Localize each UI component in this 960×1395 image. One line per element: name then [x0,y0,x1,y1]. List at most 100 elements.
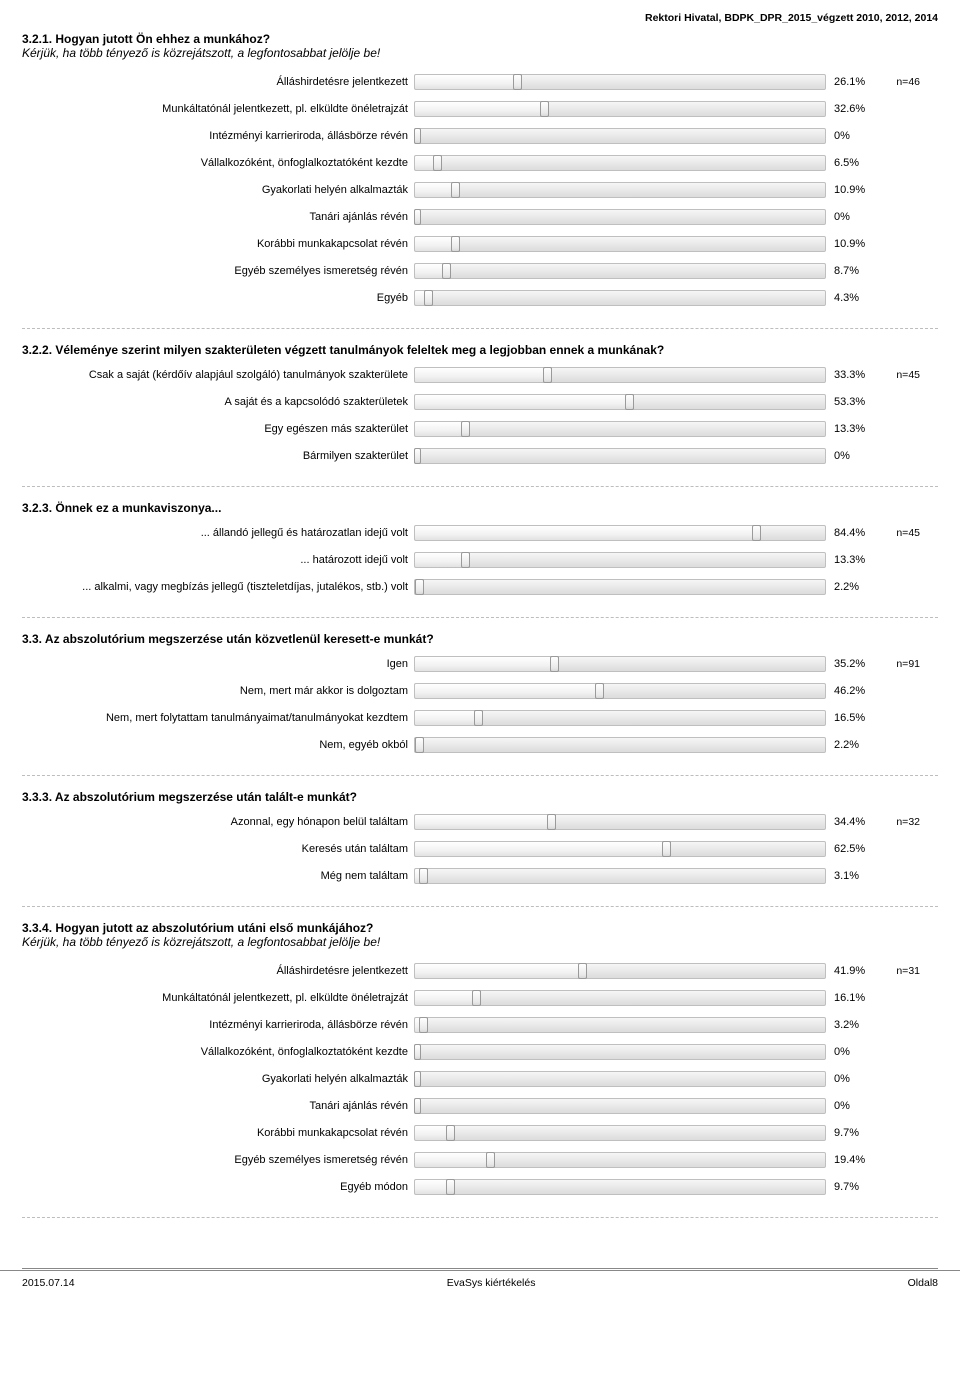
bar-track [414,552,826,568]
row-n: n=45 [870,369,920,381]
question-title: 3.2.3. Önnek ez a munkaviszonya... [22,501,938,515]
bar-fill [415,842,671,856]
bar-row: Egyéb személyes ismeretség révén 8.7% [22,259,938,283]
bar-fill [415,711,483,725]
bar-track [414,263,826,279]
row-label: Korábbi munkakapcsolat révén [22,238,414,250]
question-title: 3.2.2. Véleménye szerint milyen szakterü… [22,343,938,357]
bar-row: Munkáltatónál jelentkezett, pl. elküldte… [22,97,938,121]
bar-track [414,990,826,1006]
row-label: ... határozott idejű volt [22,554,414,566]
bar-track [414,683,826,699]
bar-track [414,182,826,198]
bar-fill [415,553,470,567]
row-n: n=32 [870,816,920,828]
bar-fill [415,526,761,540]
bar-row: A saját és a kapcsolódó szakterületek53.… [22,390,938,414]
question-block: 3.2.3. Önnek ez a munkaviszonya...... ál… [22,501,938,599]
bar-fill [415,684,604,698]
row-percent: 19.4% [826,1154,870,1166]
bar-fill [415,869,428,883]
bar-fill [415,75,522,89]
row-percent: 62.5% [826,843,870,855]
bar-row: Intézményi karrieriroda, állásbörze révé… [22,1013,938,1037]
bar-track [414,421,826,437]
row-percent: 0% [826,1046,870,1058]
row-percent: 3.2% [826,1019,870,1031]
bar-row: Vállalkozóként, önfoglalkoztatóként kezd… [22,1040,938,1064]
bar-row: Bármilyen szakterület0% [22,444,938,468]
row-percent: 2.2% [826,581,870,593]
bar-track [414,394,826,410]
bar-row: Még nem találtam 3.1% [22,864,938,888]
bar-handle-zero [414,209,421,225]
bar-row: ... határozott idejű volt13.3% [22,548,938,572]
row-n: n=91 [870,658,920,670]
page: Rektori Hivatal, BDPK_DPR_2015_végzett 2… [0,0,960,1260]
bar-row: Gyakorlati helyén alkalmazták10.9% [22,178,938,202]
bar-fill [415,102,549,116]
question-block: 3.2.1. Hogyan jutott Ön ehhez a munkához… [22,32,938,310]
bar-handle-zero [414,128,421,144]
row-label: A saját és a kapcsolódó szakterületek [22,396,414,408]
row-percent: 0% [826,1100,870,1112]
bar-track [414,579,826,595]
row-percent: 13.3% [826,423,870,435]
bar-track [414,155,826,171]
row-label: Intézményi karrieriroda, állásbörze révé… [22,130,414,142]
bar-row: Korábbi munkakapcsolat révén9.7% [22,1121,938,1145]
question-block: 3.3.4. Hogyan jutott az abszolutórium ut… [22,921,938,1199]
bar-track [414,1071,826,1087]
bar-row: Intézményi karrieriroda, állásbörze révé… [22,124,938,148]
page-footer: 2015.07.14 EvaSys kiértékelés Oldal8 [0,1270,960,1297]
row-label: Gyakorlati helyén alkalmazták [22,1073,414,1085]
footer-center: EvaSys kiértékelés [447,1277,536,1289]
row-label: Még nem találtam [22,870,414,882]
page-header: Rektori Hivatal, BDPK_DPR_2015_végzett 2… [22,12,938,24]
bar-track [414,1017,826,1033]
bar-track [414,1125,826,1141]
row-label: Gyakorlati helyén alkalmazták [22,184,414,196]
row-label: Egyéb személyes ismeretség révén [22,265,414,277]
bar-track [414,525,826,541]
section-divider [22,906,938,907]
question-title: 3.3. Az abszolutórium megszerzése után k… [22,632,938,646]
question-block: 3.3.3. Az abszolutórium megszerzése után… [22,790,938,888]
bar-row: Egyéb személyes ismeretség révén19.4% [22,1148,938,1172]
row-label: Vállalkozóként, önfoglalkoztatóként kezd… [22,157,414,169]
bar-row: Gyakorlati helyén alkalmazták0% [22,1067,938,1091]
row-n: n=45 [870,527,920,539]
row-percent: 9.7% [826,1181,870,1193]
row-label: Tanári ajánlás révén [22,211,414,223]
bar-fill [415,991,481,1005]
bar-row: Tanári ajánlás révén0% [22,205,938,229]
row-percent: 6.5% [826,157,870,169]
row-label: Tanári ajánlás révén [22,1100,414,1112]
row-percent: 3.1% [826,870,870,882]
row-percent: 10.9% [826,238,870,250]
row-percent: 32.6% [826,103,870,115]
bar-handle-zero [414,448,421,464]
bar-row: Igen35.2%n=91 [22,652,938,676]
row-label: Nem, egyéb okból [22,739,414,751]
bar-row: ... alkalmi, vagy megbízás jellegű (tisz… [22,575,938,599]
row-label: Álláshirdetésre jelentkezett [22,965,414,977]
row-percent: 8.7% [826,265,870,277]
row-n: n=46 [870,76,920,88]
row-percent: 0% [826,450,870,462]
row-label: Egyéb módon [22,1181,414,1193]
row-percent: 16.1% [826,992,870,1004]
bar-row: Keresés után találtam62.5% [22,837,938,861]
bar-track [414,1179,826,1195]
bar-track [414,128,826,144]
bar-track [414,841,826,857]
row-label: Nem, mert folytattam tanulmányaimat/tanu… [22,712,414,724]
bar-fill [415,422,470,436]
footer-left: 2015.07.14 [22,1277,75,1289]
row-label: Nem, mert már akkor is dolgoztam [22,685,414,697]
bar-fill [415,156,442,170]
bar-row: Tanári ajánlás révén 0% [22,1094,938,1118]
question-block: 3.3. Az abszolutórium megszerzése után k… [22,632,938,757]
row-label: ... alkalmi, vagy megbízás jellegű (tisz… [22,581,414,593]
row-label: Munkáltatónál jelentkezett, pl. elküldte… [22,103,414,115]
